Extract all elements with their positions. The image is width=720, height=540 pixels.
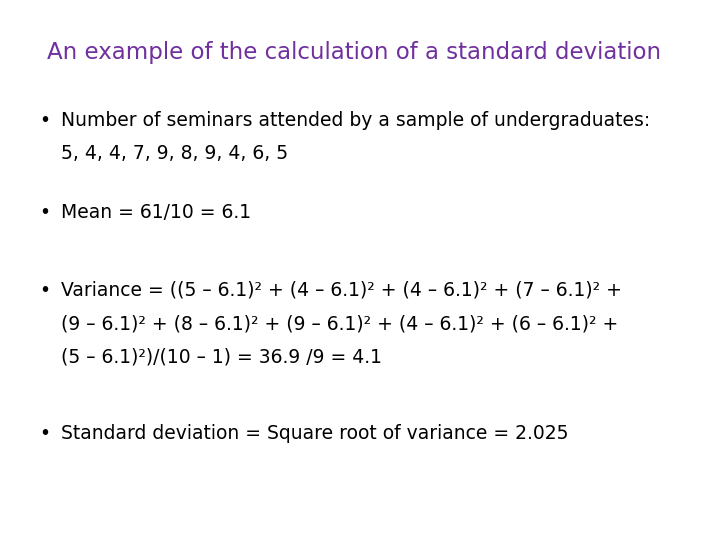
- Text: •: •: [40, 424, 50, 443]
- Text: An example of the calculation of a standard deviation: An example of the calculation of a stand…: [47, 40, 661, 64]
- Text: Mean = 61/10 = 6.1: Mean = 61/10 = 6.1: [61, 202, 251, 221]
- Text: (9 – 6.1)² + (8 – 6.1)² + (9 – 6.1)² + (4 – 6.1)² + (6 – 6.1)² +: (9 – 6.1)² + (8 – 6.1)² + (9 – 6.1)² + (…: [61, 314, 618, 333]
- Text: (5 – 6.1)²)/(10 – 1) = 36.9 /9 = 4.1: (5 – 6.1)²)/(10 – 1) = 36.9 /9 = 4.1: [61, 348, 382, 367]
- Text: Standard deviation = Square root of variance = 2.025: Standard deviation = Square root of vari…: [61, 424, 569, 443]
- Text: Number of seminars attended by a sample of undergraduates:: Number of seminars attended by a sample …: [61, 111, 650, 130]
- Text: •: •: [40, 281, 50, 300]
- Text: 5, 4, 4, 7, 9, 8, 9, 4, 6, 5: 5, 4, 4, 7, 9, 8, 9, 4, 6, 5: [61, 144, 288, 163]
- Text: •: •: [40, 111, 50, 130]
- Text: •: •: [40, 202, 50, 221]
- Text: Variance = ((5 – 6.1)² + (4 – 6.1)² + (4 – 6.1)² + (7 – 6.1)² +: Variance = ((5 – 6.1)² + (4 – 6.1)² + (4…: [61, 281, 622, 300]
